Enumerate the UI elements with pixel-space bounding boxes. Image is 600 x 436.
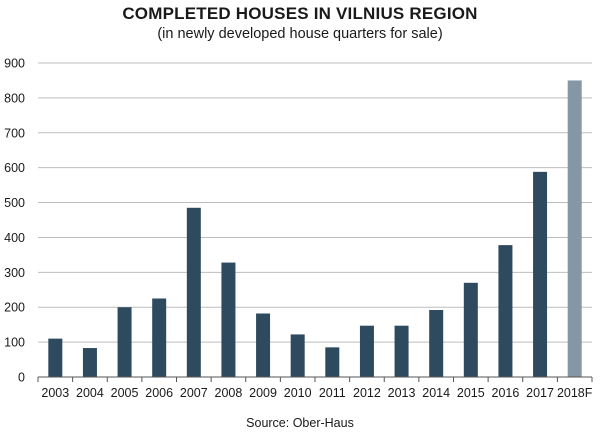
bar [533, 171, 548, 377]
bar [117, 307, 132, 377]
y-tick-label: 200 [4, 301, 25, 315]
y-tick-labels: 0 100 200 300 400 500 600 700 800 900 [4, 57, 25, 385]
y-tick-label: 900 [4, 57, 25, 71]
x-tick-label: 2004 [76, 386, 104, 400]
bar [429, 310, 444, 377]
x-tick-label: 2010 [284, 386, 312, 400]
x-tick-label: 2016 [492, 386, 520, 400]
y-tick-label: 100 [4, 336, 25, 350]
chart-title: COMPLETED HOUSES IN VILNIUS REGION [122, 4, 478, 23]
y-tick-label: 700 [4, 126, 25, 140]
bar [394, 325, 409, 377]
x-tick-label: 2006 [145, 386, 173, 400]
x-tick-label: 2015 [457, 386, 485, 400]
source-note: Source: Ober-Haus [246, 416, 354, 430]
y-tick-label: 600 [4, 161, 25, 175]
bar [498, 245, 513, 377]
x-tick-label: 2008 [215, 386, 243, 400]
bar [359, 325, 374, 377]
bar-forecast [567, 80, 582, 377]
y-tick-label: 300 [4, 266, 25, 280]
x-tick-labels: 2003 2004 2005 2006 2007 2008 2009 2010 2011 2012… [41, 386, 592, 400]
x-tick-label: 2005 [111, 386, 139, 400]
bar [256, 313, 271, 377]
bar [221, 262, 236, 377]
bar [325, 347, 340, 377]
bar [152, 298, 167, 377]
bar [48, 338, 63, 377]
x-axis [37, 376, 593, 382]
x-tick-label: 2017 [526, 386, 554, 400]
x-tick-label: 2007 [180, 386, 208, 400]
y-tick-label: 800 [4, 91, 25, 105]
y-tick-label: 500 [4, 196, 25, 210]
x-tick-label: 2014 [422, 386, 450, 400]
chart-subtitle: (in newly developed house quarters for s… [157, 26, 443, 42]
y-tick-label: 0 [18, 371, 25, 385]
bar [82, 348, 97, 377]
bar [463, 282, 478, 377]
x-tick-label: 2003 [41, 386, 69, 400]
x-tick-label: 2009 [249, 386, 277, 400]
x-tick-label: 2011 [319, 386, 346, 400]
bar [186, 207, 201, 377]
x-tick-label: 2012 [353, 386, 381, 400]
bars [48, 80, 582, 377]
x-tick-label: 2013 [388, 386, 416, 400]
y-tick-label: 400 [4, 231, 25, 245]
x-tick-label: 2018F [557, 386, 593, 400]
bar [290, 334, 305, 377]
